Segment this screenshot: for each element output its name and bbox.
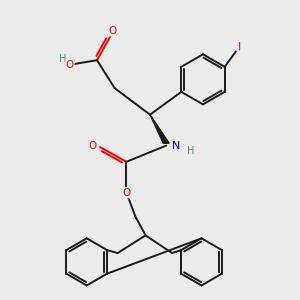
Polygon shape	[150, 115, 169, 143]
Text: O: O	[122, 188, 130, 198]
Text: N: N	[172, 141, 181, 151]
Text: H: H	[58, 54, 66, 64]
Text: H: H	[187, 146, 194, 156]
Text: I: I	[238, 42, 242, 52]
Text: O: O	[66, 60, 74, 70]
Text: O: O	[109, 26, 117, 36]
Text: O: O	[88, 141, 97, 151]
